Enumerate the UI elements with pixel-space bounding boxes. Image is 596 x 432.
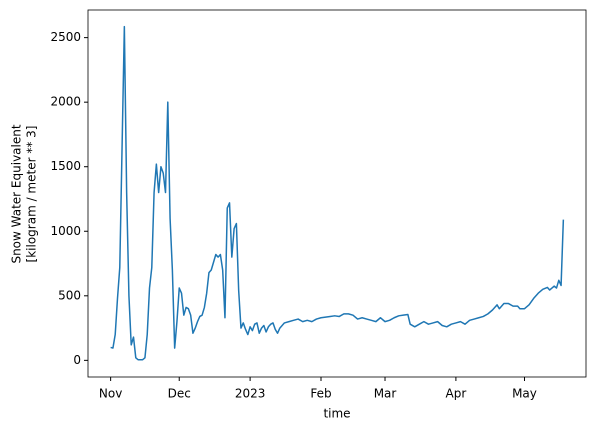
x-tick-label: Feb: [310, 387, 331, 401]
x-axis-label: time: [323, 407, 350, 421]
x-tick-label: Nov: [99, 387, 122, 401]
x-tick-label: 2023: [235, 387, 266, 401]
x-tick-label: Dec: [168, 387, 191, 401]
x-tick-label: Mar: [374, 387, 397, 401]
line: [110, 25, 565, 361]
axes-frame: [87, 9, 587, 378]
x-tick-label: Apr: [446, 387, 467, 401]
y-axis-label: Snow Water Equivalent: [10, 124, 24, 263]
y-tick-label: 2500: [50, 30, 81, 44]
y-tick-label: 1000: [50, 224, 81, 238]
y-axis-label: [kilogram / meter ** 3]: [25, 126, 39, 263]
y-tick-label: 2000: [50, 95, 81, 109]
y-tick-label: 0: [73, 353, 81, 367]
y-tick-label: 1500: [50, 159, 81, 173]
y-tick-label: 500: [58, 288, 81, 302]
x-tick-label: May: [512, 387, 537, 401]
